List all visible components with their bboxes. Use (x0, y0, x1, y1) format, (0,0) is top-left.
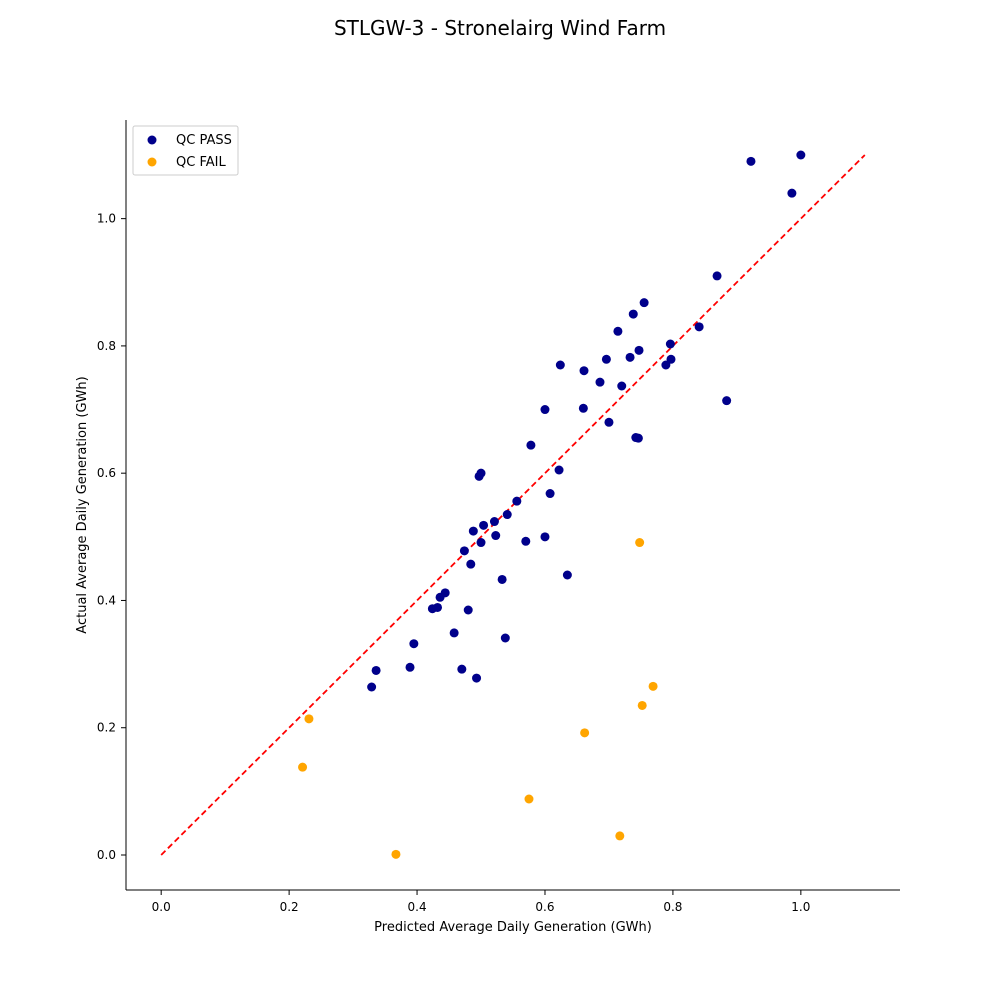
data-point-qc-pass (628, 309, 638, 319)
data-point-qc-pass (476, 538, 486, 548)
data-point-qc-pass (472, 673, 482, 683)
data-point-qc-pass (595, 377, 605, 387)
reference-line (160, 154, 866, 856)
data-point-qc-pass (474, 471, 484, 481)
data-point-qc-fail (635, 538, 645, 548)
data-point-qc-pass (545, 489, 555, 499)
data-point-qc-fail (637, 700, 647, 710)
data-point-qc-pass (633, 433, 643, 443)
points-layer (298, 150, 806, 859)
data-point-qc-fail (648, 681, 658, 691)
legend-label-qc-fail: QC FAIL (176, 155, 226, 170)
data-point-qc-pass (554, 465, 564, 475)
data-point-qc-pass (562, 570, 572, 580)
legend-box (132, 125, 239, 176)
data-point-qc-pass (466, 559, 476, 569)
data-point-qc-pass (409, 639, 419, 649)
data-point-qc-pass (521, 536, 531, 546)
data-point-qc-pass (540, 532, 550, 542)
data-point-qc-fail (391, 849, 401, 859)
data-point-qc-pass (463, 605, 473, 615)
data-point-qc-pass (661, 360, 671, 370)
data-point-qc-pass (787, 188, 797, 198)
data-point-qc-fail (304, 714, 314, 724)
data-point-qc-pass (625, 352, 635, 362)
x-tick-label: 1.0 (791, 900, 810, 914)
reference-line-layer (160, 154, 866, 856)
data-point-qc-pass (405, 662, 415, 672)
x-ticks: 0.0 0.2 0.4 0.6 0.8 1.0 (152, 890, 810, 914)
data-point-qc-pass (540, 405, 550, 415)
data-point-qc-pass (601, 354, 611, 364)
data-point-qc-fail (580, 728, 590, 738)
data-point-qc-pass (449, 628, 459, 638)
data-point-qc-pass (500, 633, 510, 643)
data-point-qc-pass (526, 440, 536, 450)
legend-label-qc-pass: QC PASS (176, 133, 232, 148)
y-tick-label: 0.6 (97, 466, 116, 480)
x-tick-label: 0.8 (663, 900, 682, 914)
data-point-qc-pass (491, 531, 501, 541)
data-point-qc-pass (367, 682, 377, 692)
data-point-qc-pass (604, 417, 614, 427)
data-point-qc-fail (524, 794, 534, 804)
data-point-qc-fail (615, 831, 625, 841)
data-point-qc-pass (468, 526, 478, 536)
y-tick-label: 0.8 (97, 339, 116, 353)
data-point-qc-pass (578, 403, 588, 413)
data-point-qc-pass (435, 592, 445, 602)
data-point-qc-pass (796, 150, 806, 160)
data-point-qc-pass (457, 664, 467, 674)
x-tick-label: 0.4 (408, 900, 427, 914)
y-tick-label: 0.2 (97, 721, 116, 735)
data-point-qc-pass (613, 326, 623, 336)
y-tick-label: 1.0 (97, 212, 116, 226)
chart-title: STLGW-3 - Stronelairg Wind Farm (334, 16, 666, 40)
data-point-qc-pass (666, 354, 676, 364)
x-tick-label: 0.2 (280, 900, 299, 914)
data-point-qc-pass (712, 271, 722, 281)
y-ticks: 0.0 0.2 0.4 0.6 0.8 1.0 (97, 212, 126, 862)
y-tick-label: 0.0 (97, 848, 116, 862)
data-point-qc-pass (497, 574, 507, 584)
data-point-qc-pass (617, 381, 627, 391)
legend: QC PASS QC FAIL (132, 125, 239, 176)
data-point-qc-pass (579, 366, 589, 376)
legend-marker-qc-fail (147, 157, 157, 167)
data-point-qc-pass (555, 360, 565, 370)
x-tick-label: 0.0 (152, 900, 171, 914)
x-tick-label: 0.6 (535, 900, 554, 914)
data-point-qc-pass (746, 156, 756, 166)
data-point-qc-pass (371, 665, 381, 675)
data-point-qc-fail (298, 762, 308, 772)
data-point-qc-pass (634, 345, 644, 355)
data-point-qc-pass (722, 396, 732, 406)
y-tick-label: 0.4 (97, 593, 116, 607)
x-axis-label: Predicted Average Daily Generation (GWh) (374, 920, 652, 935)
legend-marker-qc-pass (147, 135, 157, 145)
y-axis-label: Actual Average Daily Generation (GWh) (75, 376, 90, 633)
data-point-qc-pass (665, 339, 675, 349)
data-point-qc-pass (694, 322, 704, 332)
data-point-qc-pass (459, 546, 469, 556)
data-point-qc-pass (512, 496, 522, 506)
data-point-qc-pass (502, 510, 512, 520)
data-point-qc-pass (479, 520, 489, 530)
data-point-qc-pass (427, 604, 437, 614)
data-point-qc-pass (489, 517, 499, 527)
data-point-qc-pass (639, 298, 649, 308)
